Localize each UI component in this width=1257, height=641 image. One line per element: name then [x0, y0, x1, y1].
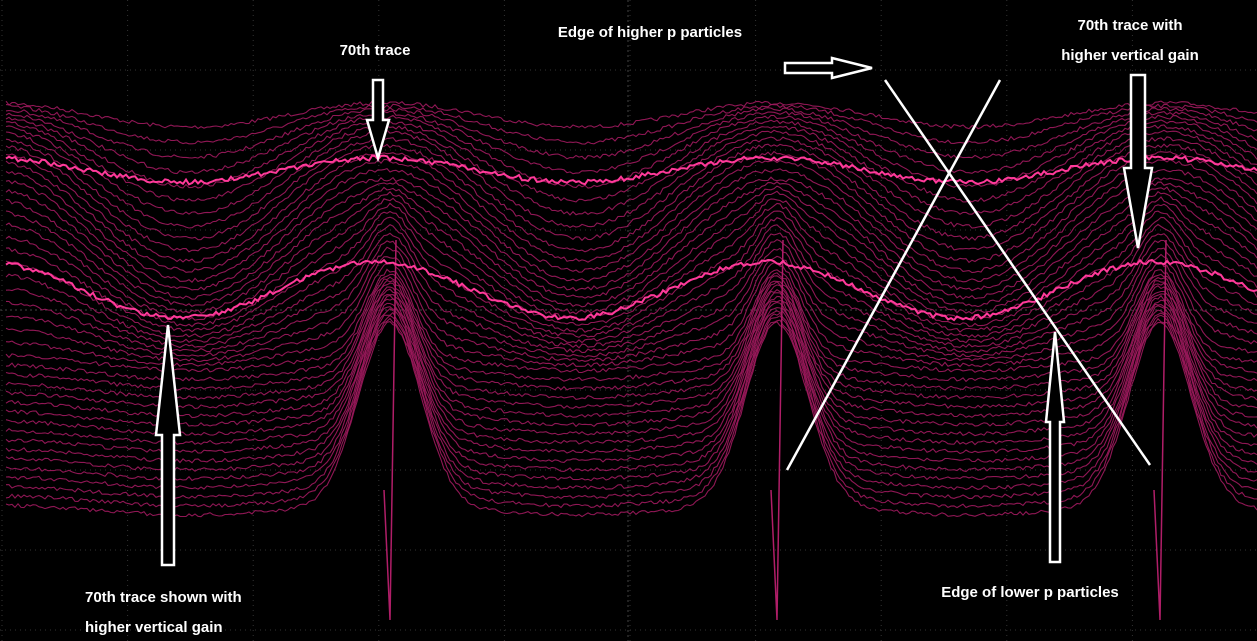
scope-screen: 70th trace Edge of higher p particles 70…: [0, 0, 1257, 641]
annotation: higher vertical gain: [1061, 47, 1199, 64]
annotation: 70th trace: [340, 42, 411, 59]
annotation: Edge of lower p particles: [941, 584, 1119, 601]
annotation: Edge of higher p particles: [558, 24, 742, 41]
annotation: 70th trace shown with: [85, 589, 242, 606]
annotation: higher vertical gain: [85, 619, 223, 636]
page: 70th trace Edge of higher p particles 70…: [0, 0, 1257, 641]
annotation: 70th trace with: [1077, 17, 1182, 34]
